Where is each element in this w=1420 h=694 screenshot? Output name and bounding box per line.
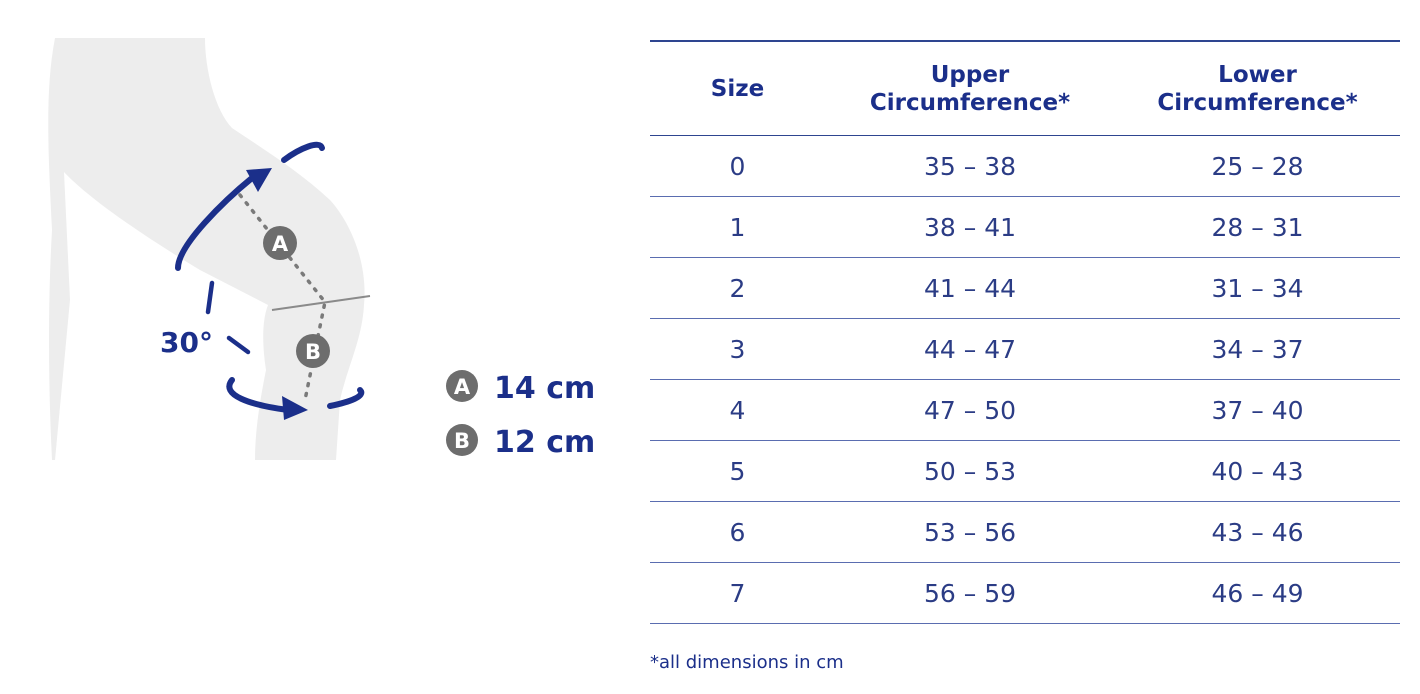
header-lower-circumference: Lower Circumference* bbox=[1115, 40, 1400, 136]
leg-silhouette bbox=[48, 38, 365, 460]
cell-lower: 25 – 28 bbox=[1115, 135, 1400, 197]
cell-lower: 28 – 31 bbox=[1115, 196, 1400, 258]
table-row: 6 53 – 56 43 – 46 bbox=[650, 501, 1400, 563]
cell-lower: 43 – 46 bbox=[1115, 501, 1400, 563]
header-size: Size bbox=[650, 40, 825, 136]
header-upper-circumference: Upper Circumference* bbox=[825, 40, 1115, 136]
table-row: 1 38 – 41 28 – 31 bbox=[650, 196, 1400, 258]
legend-b-marker bbox=[446, 424, 478, 456]
angle-dash-2 bbox=[226, 335, 251, 355]
point-a-marker bbox=[263, 226, 297, 260]
table-row: 4 47 – 50 37 – 40 bbox=[650, 379, 1400, 441]
cell-upper: 47 – 50 bbox=[825, 379, 1115, 441]
table-row: 0 35 – 38 25 – 28 bbox=[650, 135, 1400, 197]
cell-upper: 35 – 38 bbox=[825, 135, 1115, 197]
size-chart-table: Size Upper Circumference* Lower Circumfe… bbox=[650, 40, 1400, 624]
table-row: 7 56 – 59 46 – 49 bbox=[650, 562, 1400, 624]
upper-circumference-arrow bbox=[175, 175, 255, 271]
cell-upper: 56 – 59 bbox=[825, 562, 1115, 624]
table-row: 5 50 – 53 40 – 43 bbox=[650, 440, 1400, 502]
header-lower-line-2: Circumference* bbox=[1157, 89, 1358, 116]
cell-upper: 53 – 56 bbox=[825, 501, 1115, 563]
cell-size: 2 bbox=[650, 257, 825, 319]
cell-size: 0 bbox=[650, 135, 825, 197]
cell-lower: 37 – 40 bbox=[1115, 379, 1400, 441]
table-row: 3 44 – 47 34 – 37 bbox=[650, 318, 1400, 380]
header-lower-line-1: Lower bbox=[1218, 61, 1297, 88]
cell-size: 4 bbox=[650, 379, 825, 441]
cell-size: 5 bbox=[650, 440, 825, 502]
header-upper-line-2: Circumference* bbox=[869, 89, 1071, 116]
cell-size: 1 bbox=[650, 196, 825, 258]
cell-size: 6 bbox=[650, 501, 825, 563]
upper-arrow-head-icon bbox=[246, 168, 272, 192]
legend-b-value: 12 cm bbox=[494, 425, 595, 460]
cell-size: 3 bbox=[650, 318, 825, 380]
legend-b-letter: B bbox=[454, 429, 470, 453]
lower-circumference-arrow bbox=[226, 377, 291, 413]
point-b-letter: B bbox=[305, 340, 321, 364]
cell-lower: 31 – 34 bbox=[1115, 257, 1400, 319]
lower-circumference-return bbox=[327, 387, 365, 409]
cell-upper: 44 – 47 bbox=[825, 318, 1115, 380]
cell-lower: 40 – 43 bbox=[1115, 440, 1400, 502]
angle-label: 30° bbox=[160, 326, 213, 359]
legend-a-marker bbox=[446, 370, 478, 402]
point-b-marker bbox=[296, 334, 330, 368]
legend-a-letter: A bbox=[454, 375, 471, 399]
lower-arrow-head-icon bbox=[282, 396, 308, 420]
upper-circumference-return bbox=[281, 141, 325, 163]
knee-measurement-diagram: 30° A B A 14 cm B 12 cm bbox=[48, 38, 595, 460]
table-row: 2 41 – 44 31 – 34 bbox=[650, 257, 1400, 319]
point-a-letter: A bbox=[272, 232, 289, 256]
header-upper-line-1: Upper bbox=[930, 61, 1010, 88]
cell-upper: 38 – 41 bbox=[825, 196, 1115, 258]
cell-upper: 41 – 44 bbox=[825, 257, 1115, 319]
knee-joint-line bbox=[271, 295, 371, 311]
angle-dash-1 bbox=[205, 280, 215, 315]
cell-lower: 46 – 49 bbox=[1115, 562, 1400, 624]
cell-lower: 34 – 37 bbox=[1115, 318, 1400, 380]
legend-a-value: 14 cm bbox=[494, 371, 595, 406]
dimensions-footnote: *all dimensions in cm bbox=[650, 652, 844, 673]
table-header-row: Size Upper Circumference* Lower Circumfe… bbox=[650, 40, 1400, 136]
cell-upper: 50 – 53 bbox=[825, 440, 1115, 502]
cell-size: 7 bbox=[650, 562, 825, 624]
